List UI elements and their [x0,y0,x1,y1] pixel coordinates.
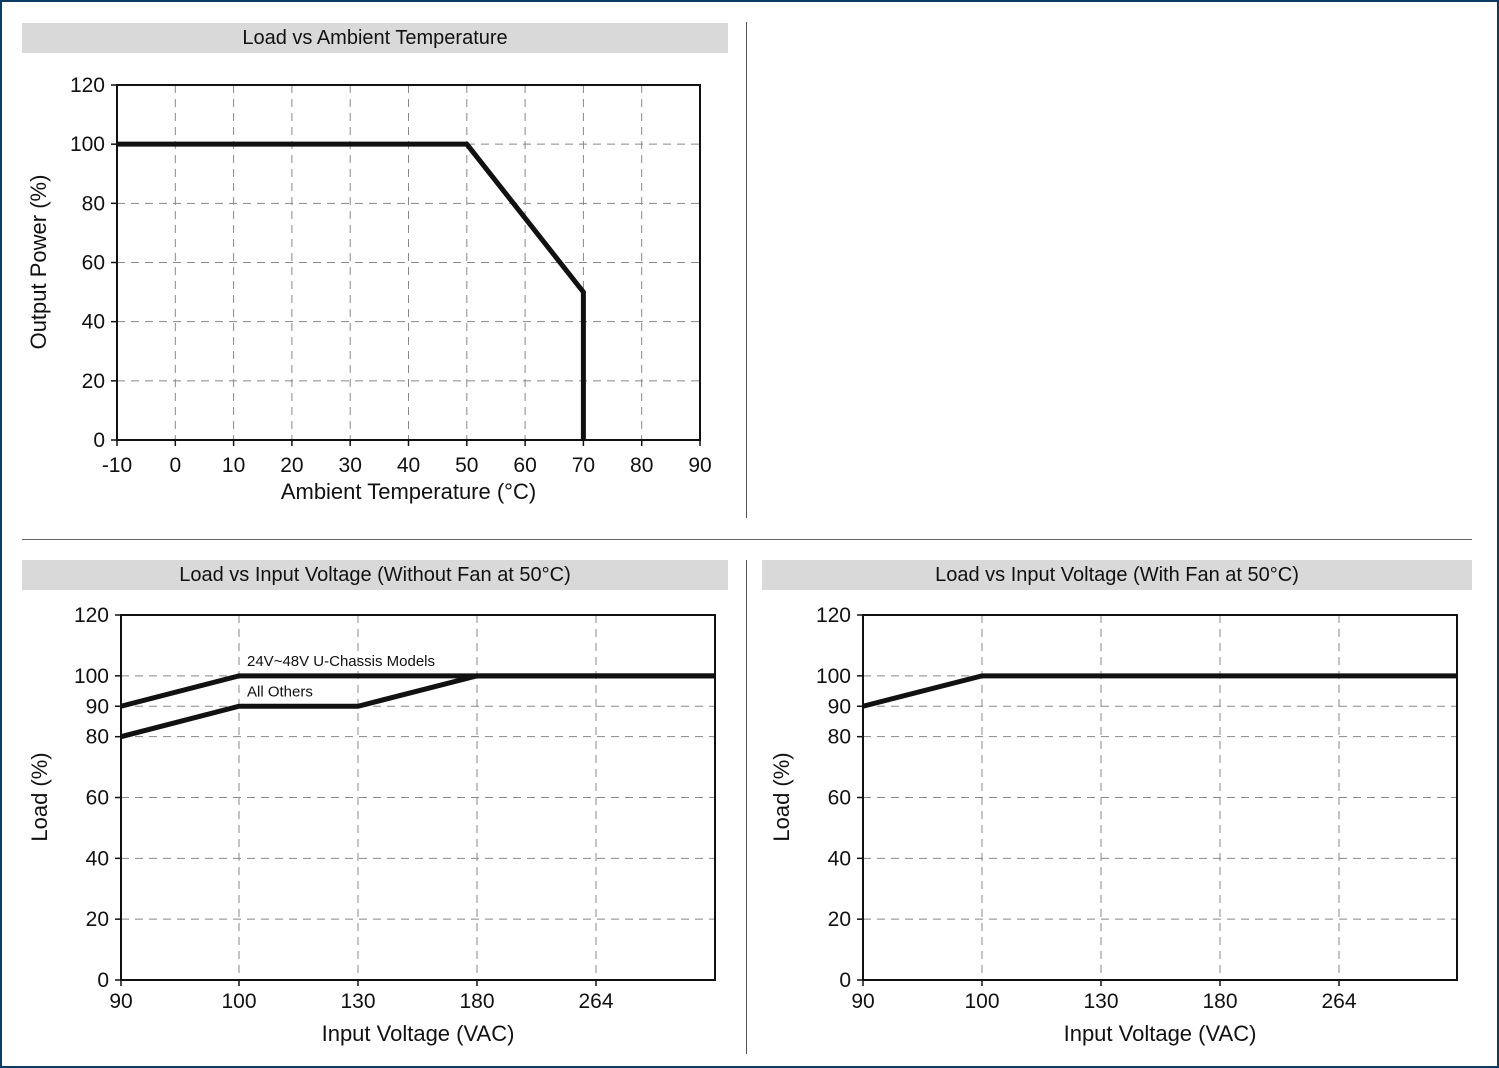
x-tick-label: 10 [222,454,245,477]
y-tick-label: 80 [828,726,851,749]
x-tick-label: 90 [851,990,874,1013]
chart-title-with-fan: Load vs Input Voltage (With Fan at 50°C) [762,560,1472,590]
x-tick-label: 264 [1321,990,1356,1013]
y-tick-label: 80 [86,726,109,749]
y-tick-label: 20 [828,908,851,931]
y-tick-label: 20 [86,908,109,931]
x-tick-label: 0 [169,454,181,477]
x-tick-label: 130 [340,990,375,1013]
y-tick-label: 90 [828,695,851,718]
y-axis-label: Output Power (%) [26,175,51,350]
y-tick-label: 60 [82,252,105,275]
x-tick-label: 80 [630,454,653,477]
y-tick-label: 120 [70,74,105,97]
x-tick-label: 180 [1202,990,1237,1013]
x-tick-label: 180 [459,990,494,1013]
y-tick-label: 0 [93,429,105,452]
vertical-divider-bottom [746,560,747,1054]
x-tick-label: 90 [688,454,711,477]
x-tick-label: 90 [109,990,132,1013]
y-tick-label: 120 [816,604,851,627]
x-tick-label: 70 [572,454,595,477]
y-tick-label: 60 [86,787,109,810]
y-tick-label: 90 [86,695,109,718]
x-axis-label: Input Voltage (VAC) [322,1021,515,1046]
y-tick-label: 100 [816,665,851,688]
y-tick-label: 20 [82,370,105,393]
series-label: 24V~48V U-Chassis Models [247,653,435,670]
x-tick-label: 264 [578,990,613,1013]
y-tick-label: 120 [74,604,109,627]
x-axis-label: Ambient Temperature (°C) [281,479,536,504]
y-axis-label: Load (%) [769,752,794,841]
y-tick-label: 40 [82,311,105,334]
horizontal-divider [22,539,1472,540]
x-tick-label: 100 [221,990,256,1013]
y-tick-label: 0 [839,969,851,992]
y-tick-label: 60 [828,787,851,810]
chart-title-ambient: Load vs Ambient Temperature [22,23,728,53]
series-line [120,673,715,740]
x-tick-label: 30 [339,454,362,477]
x-tick-label: 100 [964,990,999,1013]
x-tick-label: 50 [455,454,478,477]
x-tick-label: 20 [280,454,303,477]
x-tick-label: 130 [1083,990,1118,1013]
y-tick-label: 40 [86,847,109,870]
series-line [862,673,1457,709]
series-label: All Others [247,683,313,700]
y-tick-label: 40 [828,847,851,870]
vertical-divider-top [746,22,747,518]
x-axis-label: Input Voltage (VAC) [1064,1021,1257,1046]
series-line [117,141,586,440]
y-tick-label: 100 [74,665,109,688]
x-tick-label: 60 [513,454,536,477]
y-tick-label: 0 [97,969,109,992]
x-tick-label: -10 [102,454,132,477]
y-tick-label: 80 [82,192,105,215]
x-tick-label: 40 [397,454,420,477]
y-axis-label: Load (%) [27,752,52,841]
chart-title-without-fan: Load vs Input Voltage (Without Fan at 50… [22,560,728,590]
y-tick-label: 100 [70,133,105,156]
